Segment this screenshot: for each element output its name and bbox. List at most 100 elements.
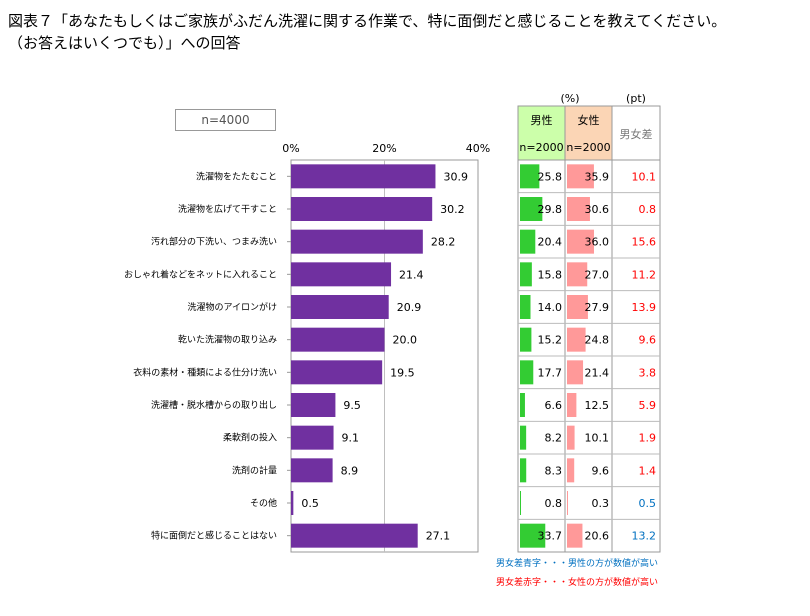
data-label: 9.5: [343, 399, 361, 412]
female-value: 20.6: [585, 530, 610, 543]
category-label: 特に面倒だと感じることはない: [151, 530, 277, 542]
bar: [291, 262, 392, 287]
female-value: 30.6: [585, 203, 610, 216]
unit-pct: (%): [560, 92, 579, 105]
male-value: 20.4: [538, 236, 563, 249]
female-mini-bar: [567, 523, 583, 548]
female-mini-bar: [567, 393, 577, 417]
unit-pt: (pt): [626, 92, 646, 105]
female-value: 36.0: [585, 236, 610, 249]
female-mini-bar: [567, 164, 594, 189]
female-mini-bar: [567, 197, 590, 221]
diff-value: 1.9: [639, 432, 657, 445]
female-mini-bar: [567, 491, 568, 515]
title-line-2: （お答えはいくつでも）」への回答: [8, 34, 241, 52]
bar: [291, 523, 418, 548]
bar: [291, 360, 383, 385]
male-value: 33.7: [538, 530, 563, 543]
male-mini-bar: [520, 197, 543, 221]
data-label: 27.1: [426, 530, 451, 543]
bar: [291, 327, 385, 352]
data-label: 30.2: [440, 203, 465, 216]
category-label: その他: [250, 497, 277, 509]
diff-value: 0.5: [639, 497, 657, 510]
male-value: 25.8: [538, 170, 563, 183]
diff-header-label: 男女差: [620, 127, 653, 141]
chart-title: 図表７「あなたもしくはご家族がふだん洗濯に関する作業で、特に面倒だと感じることを…: [8, 10, 726, 54]
female-value: 9.6: [592, 464, 610, 477]
male-mini-bar: [520, 523, 546, 548]
male-value: 6.6: [545, 399, 563, 412]
female-value: 21.4: [585, 366, 610, 379]
category-label: おしゃれ着などをネットに入れること: [124, 268, 277, 280]
male-value: 8.2: [545, 432, 563, 445]
data-label: 30.9: [443, 170, 468, 183]
diff-value: 0.8: [639, 203, 657, 216]
diff-value: 11.2: [632, 268, 657, 281]
female-value: 35.9: [585, 170, 610, 183]
bar: [291, 458, 333, 483]
sample-size-box: n=4000: [175, 109, 276, 131]
male-header-label: 男性: [531, 113, 553, 127]
title-line-1: 図表７「あなたもしくはご家族がふだん洗濯に関する作業で、特に面倒だと感じることを…: [8, 12, 727, 30]
male-mini-bar: [520, 425, 527, 450]
data-label: 19.5: [390, 366, 415, 379]
bar: [291, 197, 433, 221]
male-n-label: n=2000: [519, 141, 563, 154]
data-label: 9.1: [342, 432, 360, 445]
category-label: 洗濯物のアイロンがけ: [187, 301, 277, 313]
diff-value: 15.6: [632, 236, 657, 249]
male-header-bg: [518, 106, 565, 160]
male-mini-bar: [520, 491, 521, 515]
category-label: 乾いた洗濯物の取り込み: [178, 334, 277, 346]
male-value: 14.0: [538, 301, 563, 314]
diff-value: 13.2: [632, 530, 657, 543]
category-label: 洗濯物をたたむこと: [196, 170, 277, 182]
male-mini-bar: [520, 393, 525, 417]
male-mini-bar: [520, 360, 534, 385]
female-value: 0.3: [592, 497, 610, 510]
female-mini-bar: [567, 327, 586, 352]
x-tick-label: 0%: [282, 142, 299, 155]
data-label: 0.5: [301, 497, 319, 510]
legend-red: 男女差赤字・・・女性の方が数値が高い: [496, 575, 658, 588]
female-value: 10.1: [585, 432, 610, 445]
female-mini-bar: [567, 262, 588, 287]
diff-value: 3.8: [639, 366, 657, 379]
diff-value: 13.9: [632, 301, 657, 314]
female-mini-bar: [567, 360, 584, 385]
female-header-label: 女性: [578, 113, 600, 127]
female-value: 12.5: [585, 399, 610, 412]
male-value: 0.8: [545, 497, 563, 510]
data-label: 8.9: [341, 464, 359, 477]
male-value: 15.2: [538, 334, 563, 347]
data-label: 28.2: [431, 236, 456, 249]
male-value: 29.8: [538, 203, 563, 216]
male-mini-bar: [520, 229, 536, 254]
legend-red-text: 男女差赤字・・・女性の方が数値が高い: [496, 578, 659, 588]
bar: [291, 295, 389, 319]
diff-value: 1.4: [639, 464, 657, 477]
data-label: 21.4: [399, 268, 424, 281]
female-value: 27.9: [585, 301, 610, 314]
category-label: 衣料の素材・種類による仕分け洗い: [133, 366, 277, 378]
male-mini-bar: [520, 327, 532, 352]
female-value: 27.0: [585, 268, 610, 281]
female-header-bg: [565, 106, 612, 160]
female-mini-bar: [567, 229, 594, 254]
category-label: 洗濯槽・脱水槽からの取り出し: [151, 399, 277, 411]
category-label: 汚れ部分の下洗い、つまみ洗い: [151, 236, 277, 248]
legend-blue: 男女差青字・・・男性の方が数値が高い: [496, 556, 658, 569]
category-label: 洗剤の計量: [232, 464, 277, 476]
male-value: 17.7: [538, 366, 563, 379]
female-mini-bar: [567, 425, 575, 450]
bar: [291, 164, 436, 189]
male-value: 8.3: [545, 464, 563, 477]
bar: [291, 491, 294, 515]
bar: [291, 229, 423, 254]
bar: [291, 425, 334, 450]
x-tick-label: 40%: [466, 142, 490, 155]
category-label: 柔軟剤の投入: [223, 432, 277, 444]
male-mini-bar: [520, 262, 532, 287]
